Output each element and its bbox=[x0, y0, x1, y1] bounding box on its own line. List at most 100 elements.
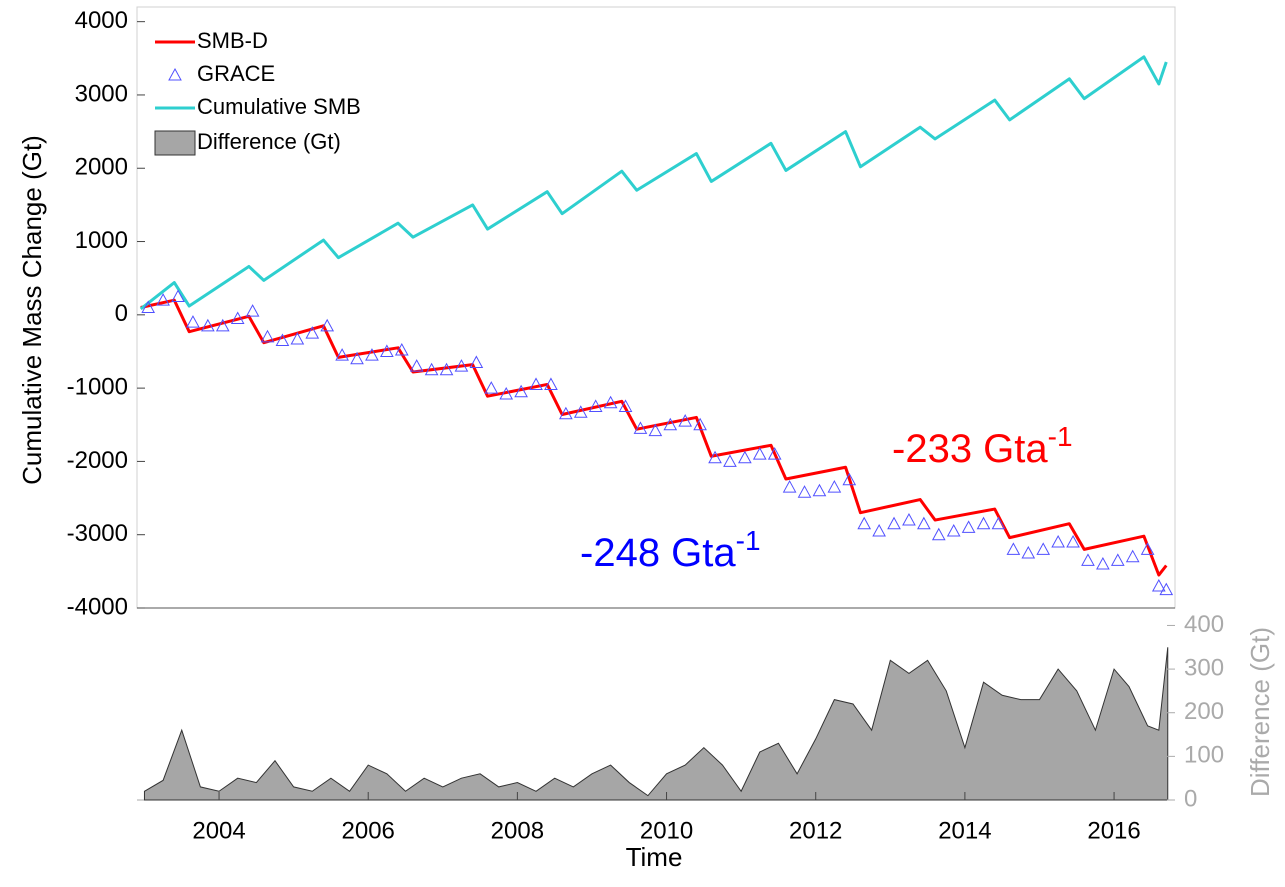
y2-tick-label: 400 bbox=[1184, 611, 1224, 638]
triangle-marker bbox=[1151, 578, 1166, 592]
triangle-marker bbox=[1081, 553, 1095, 566]
triangle-marker bbox=[156, 293, 170, 306]
triangle-marker bbox=[931, 527, 946, 541]
triangle-marker bbox=[514, 384, 528, 398]
triangle-marker bbox=[887, 516, 901, 530]
triangle-marker bbox=[842, 472, 857, 486]
triangle-marker bbox=[767, 447, 782, 460]
triangle-marker bbox=[872, 523, 886, 537]
triangle-marker bbox=[141, 300, 156, 313]
triangle-marker bbox=[1159, 582, 1174, 596]
x-tick-label: 2016 bbox=[1087, 817, 1140, 844]
triangle-marker bbox=[171, 289, 185, 303]
triangle-marker bbox=[827, 480, 842, 493]
triangle-marker bbox=[230, 311, 245, 324]
triangle-marker bbox=[573, 405, 588, 418]
triangle-marker bbox=[290, 331, 305, 345]
y-tick-label: 4000 bbox=[75, 7, 128, 34]
triangle-marker bbox=[365, 348, 379, 361]
annotation-superscript: -1 bbox=[736, 525, 761, 556]
y-tick-label: -4000 bbox=[67, 593, 128, 620]
y-tick-label: -3000 bbox=[67, 520, 128, 547]
triangle-marker bbox=[752, 447, 767, 460]
triangle-marker bbox=[394, 342, 409, 356]
triangle-marker bbox=[186, 315, 200, 328]
triangle-marker bbox=[976, 516, 991, 530]
y2-tick-label: 300 bbox=[1184, 654, 1224, 681]
triangle-marker bbox=[215, 318, 230, 332]
x-tick-label: 2008 bbox=[491, 817, 544, 844]
triangle-marker bbox=[603, 395, 618, 409]
triangle-marker bbox=[1096, 556, 1110, 570]
y2-axis-label: Difference (Gt) bbox=[1245, 627, 1275, 797]
y-tick-label: -2000 bbox=[67, 447, 128, 474]
triangle-marker bbox=[499, 386, 514, 400]
x-tick-label: 2010 bbox=[640, 817, 693, 844]
triangle-marker bbox=[275, 333, 290, 346]
triangle-marker bbox=[260, 329, 275, 343]
triangle-marker bbox=[201, 318, 215, 332]
triangle-marker bbox=[812, 483, 827, 497]
triangle-marker bbox=[663, 417, 678, 431]
y2-tick-label: 100 bbox=[1184, 742, 1224, 769]
triangle-marker bbox=[350, 351, 364, 365]
annotation: -248 Gta-1 bbox=[580, 525, 761, 575]
triangle-marker bbox=[902, 513, 916, 526]
triangle-marker bbox=[738, 450, 752, 464]
y-axis-label: Cumulative Mass Change (Gt) bbox=[17, 135, 47, 485]
triangle-marker bbox=[439, 362, 454, 376]
x-tick-label: 2014 bbox=[938, 817, 991, 844]
x-tick-label: 2006 bbox=[342, 817, 395, 844]
triangle-marker bbox=[797, 485, 812, 498]
triangle-marker bbox=[946, 523, 961, 537]
triangle-marker bbox=[648, 423, 663, 437]
triangle-marker bbox=[991, 516, 1006, 530]
triangle-marker bbox=[1006, 542, 1021, 555]
triangle-marker bbox=[559, 406, 573, 420]
y2-tick-label: 200 bbox=[1184, 698, 1224, 725]
line-series bbox=[139, 55, 1168, 311]
triangle-marker bbox=[1021, 545, 1036, 559]
triangle-marker bbox=[1110, 553, 1125, 566]
triangle-marker bbox=[961, 520, 976, 533]
triangle-marker bbox=[1051, 534, 1065, 548]
triangle-marker bbox=[320, 318, 335, 332]
triangle-marker bbox=[484, 381, 499, 394]
legend-patch bbox=[154, 130, 196, 156]
triangle-marker bbox=[708, 450, 722, 464]
triangle-marker bbox=[469, 355, 484, 368]
legend-label: Cumulative SMB bbox=[197, 94, 361, 119]
y2-tick-label: 0 bbox=[1184, 785, 1197, 812]
triangle-marker bbox=[335, 348, 349, 361]
y-tick-label: -1000 bbox=[67, 373, 128, 400]
triangle-marker bbox=[618, 399, 633, 412]
triangle-marker bbox=[380, 344, 394, 357]
triangle-marker bbox=[1036, 542, 1051, 555]
y-tick-label: 0 bbox=[115, 300, 128, 327]
legend-label: GRACE bbox=[197, 61, 275, 86]
x-axis-label: Time bbox=[626, 842, 683, 872]
triangle-marker bbox=[723, 454, 737, 467]
triangle-marker bbox=[544, 377, 558, 390]
annotation-text: -248 Gta bbox=[580, 531, 736, 575]
triangle-marker bbox=[857, 516, 872, 530]
triangle-marker bbox=[529, 377, 543, 390]
y-tick-label: 2000 bbox=[75, 154, 128, 181]
triangle-marker bbox=[1066, 534, 1080, 548]
y-tick-label: 1000 bbox=[75, 227, 128, 254]
triangle-marker bbox=[678, 414, 693, 427]
triangle-marker bbox=[454, 359, 469, 372]
triangle-marker bbox=[305, 326, 320, 339]
triangle-marker bbox=[424, 362, 439, 376]
triangle-marker bbox=[917, 516, 931, 530]
legend-label: Difference (Gt) bbox=[197, 129, 341, 154]
annotation-text: -233 Gta bbox=[892, 427, 1048, 471]
triangle-marker bbox=[245, 304, 260, 317]
legend-marker bbox=[168, 67, 182, 81]
triangle-marker bbox=[1125, 549, 1140, 563]
annotation-superscript: -1 bbox=[1048, 421, 1073, 452]
triangle-marker bbox=[409, 359, 424, 372]
y-tick-label: 3000 bbox=[75, 80, 128, 107]
x-tick-label: 2004 bbox=[192, 817, 245, 844]
